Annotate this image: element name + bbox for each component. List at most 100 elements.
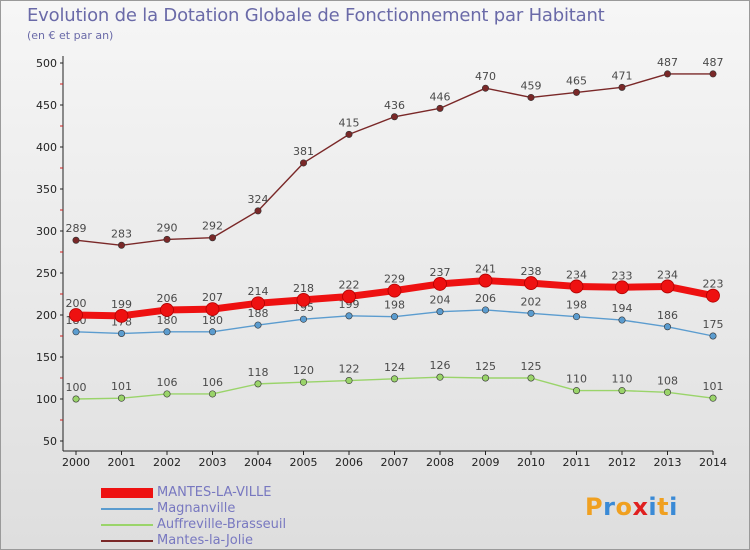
x-tick-label: 2008 (426, 456, 454, 469)
data-label-mantes-la-ville: 222 (339, 279, 360, 292)
data-point-mantes-la-ville (660, 279, 675, 294)
data-point-magnanville (390, 313, 398, 321)
data-point-mantes-la-jolie (345, 130, 353, 138)
data-label-mantes-la-ville: 241 (475, 263, 496, 276)
data-point-mantes-la-ville (114, 308, 129, 323)
x-tick-label: 2013 (654, 456, 682, 469)
data-point-auffreville-brasseuil (618, 387, 626, 395)
data-label-auffreville-brasseuil: 108 (657, 374, 678, 387)
legend-label: Mantes-la-Jolie (157, 533, 253, 548)
logo-letter: o (615, 493, 633, 521)
y-tick-label: 50 (43, 435, 57, 448)
data-point-auffreville-brasseuil (390, 375, 398, 383)
data-point-magnanville (254, 321, 262, 329)
data-label-auffreville-brasseuil: 125 (521, 360, 542, 373)
data-point-magnanville (527, 309, 535, 317)
data-label-mantes-la-jolie: 459 (521, 79, 542, 92)
x-tick-label: 2007 (381, 456, 409, 469)
data-label-magnanville: 186 (657, 309, 678, 322)
data-label-magnanville: 188 (248, 307, 269, 320)
data-label-auffreville-brasseuil: 100 (66, 381, 87, 394)
x-tick-label: 2004 (244, 456, 272, 469)
data-point-mantes-la-ville (569, 279, 584, 294)
data-point-auffreville-brasseuil (709, 394, 717, 402)
data-point-mantes-la-ville (433, 277, 447, 291)
data-label-mantes-la-jolie: 283 (111, 227, 132, 240)
data-point-mantes-la-ville (205, 302, 220, 317)
data-point-mantes-la-jolie (572, 88, 580, 96)
x-tick-label: 2001 (108, 456, 136, 469)
y-tick-label: 300 (36, 225, 57, 238)
data-point-magnanville (572, 313, 580, 321)
data-label-mantes-la-jolie: 471 (612, 69, 633, 82)
data-point-mantes-la-ville (160, 303, 174, 317)
y-tick-label: 200 (36, 309, 57, 322)
x-tick-label: 2000 (62, 456, 90, 469)
data-label-auffreville-brasseuil: 122 (339, 363, 360, 376)
data-label-mantes-la-jolie: 470 (475, 70, 496, 83)
data-label-magnanville: 198 (566, 299, 587, 312)
data-label-mantes-la-ville: 214 (248, 285, 269, 298)
data-point-magnanville (618, 316, 626, 324)
data-point-mantes-la-ville (615, 280, 629, 295)
data-label-mantes-la-ville: 234 (566, 268, 587, 281)
logo-letter: r (603, 493, 616, 521)
data-label-mantes-la-jolie: 487 (657, 56, 678, 69)
x-tick-label: 2003 (199, 456, 227, 469)
x-tick-label: 2002 (153, 456, 181, 469)
data-point-mantes-la-jolie (436, 104, 444, 112)
data-point-magnanville (72, 328, 80, 336)
proxiti-logo: Proxiti (585, 493, 678, 521)
data-point-mantes-la-ville (251, 296, 265, 311)
y-tick-label: 450 (36, 99, 57, 112)
x-tick-label: 2014 (699, 456, 727, 469)
data-point-auffreville-brasseuil (254, 380, 262, 388)
data-label-magnanville: 198 (384, 299, 405, 312)
data-point-auffreville-brasseuil (209, 390, 217, 398)
data-point-auffreville-brasseuil (527, 374, 535, 382)
data-label-mantes-la-jolie: 381 (293, 145, 314, 158)
data-point-magnanville (663, 323, 671, 331)
data-label-mantes-la-ville: 206 (157, 292, 178, 305)
data-label-mantes-la-jolie: 415 (339, 116, 360, 129)
logo-letter: i (648, 493, 658, 521)
x-tick-label: 2006 (335, 456, 363, 469)
data-point-mantes-la-jolie (527, 93, 535, 101)
data-point-magnanville (481, 306, 489, 314)
data-point-mantes-la-jolie (254, 207, 262, 215)
data-label-mantes-la-ville: 207 (202, 291, 223, 304)
data-label-magnanville: 175 (703, 318, 724, 331)
data-label-mantes-la-jolie: 465 (566, 74, 587, 87)
data-label-mantes-la-ville: 234 (657, 268, 678, 281)
legend-label: MANTES-LA-VILLE (157, 485, 272, 500)
data-label-mantes-la-jolie: 324 (248, 193, 269, 206)
data-label-mantes-la-ville: 200 (66, 297, 87, 310)
data-point-auffreville-brasseuil (72, 395, 80, 403)
data-label-magnanville: 194 (612, 302, 633, 315)
logo-letter: P (585, 493, 604, 521)
data-label-magnanville: 204 (430, 294, 451, 307)
x-tick-label: 2009 (472, 456, 500, 469)
data-label-mantes-la-jolie: 436 (384, 99, 405, 112)
data-point-auffreville-brasseuil (663, 388, 671, 396)
data-label-magnanville: 180 (157, 314, 178, 327)
chart-subtitle: (en € et par an) (27, 29, 114, 42)
data-point-mantes-la-jolie (663, 70, 671, 78)
data-point-auffreville-brasseuil (163, 390, 171, 398)
data-label-magnanville: 199 (339, 298, 360, 311)
data-point-mantes-la-jolie (209, 234, 217, 242)
data-label-auffreville-brasseuil: 118 (248, 366, 269, 379)
y-tick-label: 150 (36, 351, 57, 364)
legend-swatch (101, 508, 153, 510)
data-label-mantes-la-ville: 199 (111, 298, 132, 311)
y-tick-label: 250 (36, 267, 57, 280)
y-tick-label: 350 (36, 183, 57, 196)
data-point-mantes-la-jolie (118, 241, 126, 249)
data-label-magnanville: 206 (475, 292, 496, 305)
legend-label: Magnanville (157, 501, 236, 516)
data-label-auffreville-brasseuil: 110 (612, 373, 633, 386)
data-point-auffreville-brasseuil (436, 373, 444, 381)
logo-letter: x (632, 493, 649, 521)
data-label-auffreville-brasseuil: 101 (703, 380, 724, 393)
